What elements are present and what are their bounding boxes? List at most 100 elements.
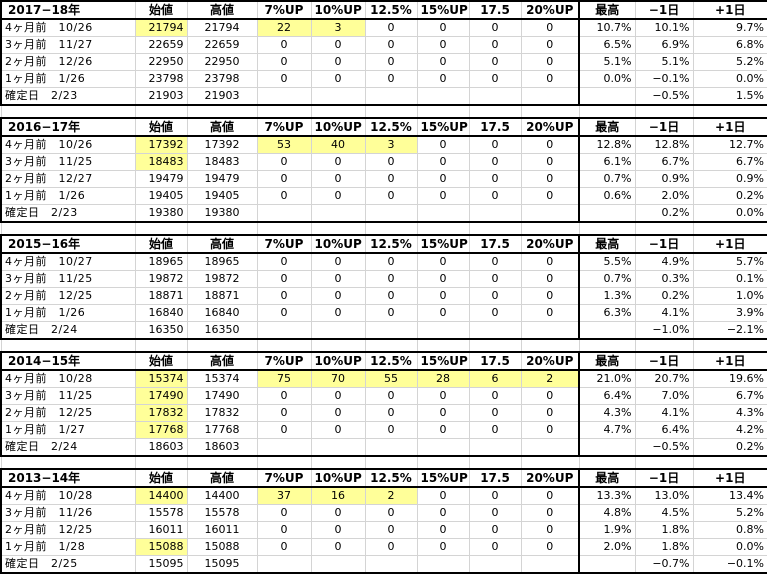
cell-u125[interactable]: 0	[364, 387, 418, 405]
cell-open[interactable]: 15578	[134, 504, 188, 522]
cell-u15[interactable]: 0	[416, 18, 470, 37]
cell-max[interactable]: 5.1%	[578, 53, 636, 71]
cell-p1[interactable]: −2.1%	[692, 321, 767, 340]
cell-u10[interactable]: 16	[310, 486, 366, 505]
cell-open[interactable]: 15374	[134, 369, 188, 388]
cell-m1[interactable]: 4.1%	[634, 304, 694, 322]
cell-u10[interactable]: 0	[310, 287, 366, 305]
row-label[interactable]: 4ヶ月前 10/28	[0, 369, 136, 388]
cell-u20[interactable]	[520, 321, 580, 340]
empty-cell[interactable]	[692, 338, 767, 353]
cell-u125[interactable]	[364, 555, 418, 574]
cell-u10[interactable]: 3	[310, 18, 366, 37]
cell-u15[interactable]: 0	[416, 70, 470, 88]
column-header[interactable]: 20%UP	[520, 117, 580, 137]
cell-u15[interactable]: 0	[416, 170, 470, 188]
cell-high[interactable]: 19380	[186, 204, 258, 223]
cell-high[interactable]: 16840	[186, 304, 258, 322]
cell-m1[interactable]: 4.9%	[634, 252, 694, 271]
column-header[interactable]: 20%UP	[520, 0, 580, 20]
cell-open[interactable]: 22659	[134, 36, 188, 54]
cell-u20[interactable]	[520, 555, 580, 574]
cell-u15[interactable]: 0	[416, 504, 470, 522]
cell-u10[interactable]: 0	[310, 36, 366, 54]
column-header[interactable]: −1日	[634, 351, 694, 371]
empty-cell[interactable]	[634, 455, 694, 470]
cell-m1[interactable]: 1.8%	[634, 521, 694, 539]
cell-u125[interactable]: 0	[364, 70, 418, 88]
empty-cell[interactable]	[468, 338, 522, 353]
empty-cell[interactable]	[634, 221, 694, 236]
cell-open[interactable]: 16350	[134, 321, 188, 340]
cell-u7[interactable]: 37	[256, 486, 312, 505]
cell-m1[interactable]: −1.0%	[634, 321, 694, 340]
column-header[interactable]: 始値	[134, 234, 188, 254]
empty-cell[interactable]	[0, 221, 136, 236]
cell-max[interactable]	[578, 321, 636, 340]
cell-u125[interactable]: 0	[364, 153, 418, 171]
cell-max[interactable]: 0.7%	[578, 270, 636, 288]
cell-max[interactable]: 4.8%	[578, 504, 636, 522]
cell-u20[interactable]: 0	[520, 270, 580, 288]
cell-max[interactable]: 1.3%	[578, 287, 636, 305]
cell-u7[interactable]: 0	[256, 504, 312, 522]
column-header[interactable]: 10%UP	[310, 117, 366, 137]
cell-u15[interactable]: 0	[416, 36, 470, 54]
row-label[interactable]: 1ヶ月前 1/27	[0, 421, 136, 439]
empty-cell[interactable]	[0, 338, 136, 353]
cell-u175[interactable]	[468, 204, 522, 223]
column-header[interactable]: 20%UP	[520, 234, 580, 254]
cell-m1[interactable]: 0.2%	[634, 204, 694, 223]
cell-open[interactable]: 16011	[134, 521, 188, 539]
cell-u175[interactable]: 0	[468, 486, 522, 505]
column-header[interactable]: 7%UP	[256, 234, 312, 254]
cell-high[interactable]: 16350	[186, 321, 258, 340]
empty-cell[interactable]	[0, 104, 136, 119]
cell-m1[interactable]: 10.1%	[634, 18, 694, 37]
column-header[interactable]: 12.5%	[364, 0, 418, 20]
cell-m1[interactable]: 0.9%	[634, 170, 694, 188]
cell-u7[interactable]	[256, 555, 312, 574]
cell-u20[interactable]: 0	[520, 135, 580, 154]
empty-cell[interactable]	[692, 104, 767, 119]
empty-cell[interactable]	[186, 455, 258, 470]
cell-u20[interactable]	[520, 438, 580, 457]
cell-high[interactable]: 16011	[186, 521, 258, 539]
cell-u175[interactable]	[468, 321, 522, 340]
cell-p1[interactable]: 9.7%	[692, 18, 767, 37]
cell-p1[interactable]: 5.2%	[692, 504, 767, 522]
year-label[interactable]: 2017−18年	[0, 0, 136, 20]
cell-m1[interactable]: 6.4%	[634, 421, 694, 439]
cell-u10[interactable]: 0	[310, 170, 366, 188]
row-label[interactable]: 確定日 2/23	[0, 87, 136, 106]
cell-u7[interactable]: 0	[256, 170, 312, 188]
cell-u125[interactable]: 55	[364, 369, 418, 388]
empty-cell[interactable]	[364, 221, 418, 236]
cell-high[interactable]: 15578	[186, 504, 258, 522]
cell-p1[interactable]: 0.0%	[692, 204, 767, 223]
cell-u10[interactable]: 0	[310, 187, 366, 205]
empty-cell[interactable]	[416, 338, 470, 353]
cell-high[interactable]: 22950	[186, 53, 258, 71]
cell-p1[interactable]: 3.9%	[692, 304, 767, 322]
empty-cell[interactable]	[364, 338, 418, 353]
empty-cell[interactable]	[186, 104, 258, 119]
year-label[interactable]: 2013−14年	[0, 468, 136, 488]
empty-cell[interactable]	[468, 221, 522, 236]
cell-u7[interactable]: 0	[256, 387, 312, 405]
cell-u20[interactable]: 0	[520, 252, 580, 271]
empty-cell[interactable]	[134, 338, 188, 353]
cell-open[interactable]: 19479	[134, 170, 188, 188]
cell-open[interactable]: 22950	[134, 53, 188, 71]
cell-u10[interactable]: 0	[310, 504, 366, 522]
cell-u20[interactable]: 0	[520, 304, 580, 322]
cell-max[interactable]	[578, 555, 636, 574]
column-header[interactable]: 12.5%	[364, 117, 418, 137]
cell-high[interactable]: 17490	[186, 387, 258, 405]
row-label[interactable]: 2ヶ月前 12/27	[0, 170, 136, 188]
column-header[interactable]: 7%UP	[256, 0, 312, 20]
cell-max[interactable]: 6.4%	[578, 387, 636, 405]
cell-u20[interactable]: 0	[520, 421, 580, 439]
column-header[interactable]: 始値	[134, 117, 188, 137]
cell-u7[interactable]: 0	[256, 36, 312, 54]
